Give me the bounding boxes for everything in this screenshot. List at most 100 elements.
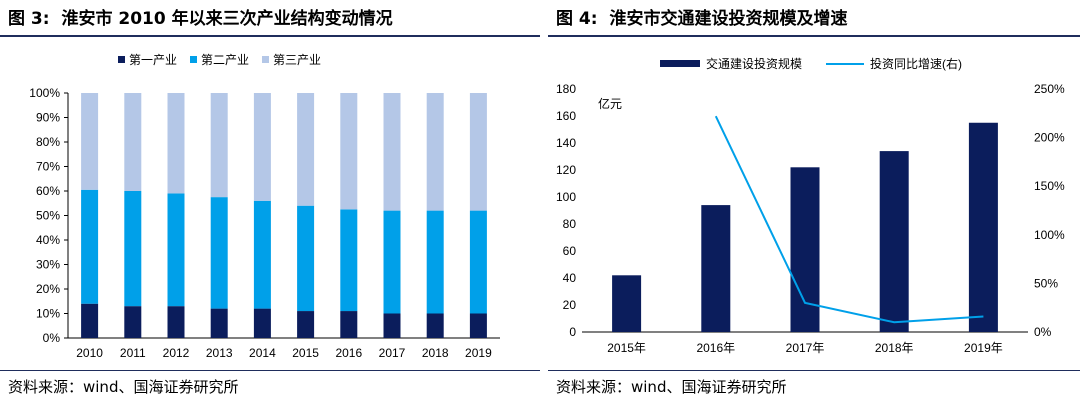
unit-label: 亿元 [598,96,622,111]
bar-segment-3-2012 [167,93,185,194]
industry-structure-chart: 第一产业 第二产业 第三产业 0% 10% 20% 30% 40% 50% 60% 70% 80% 90… [29,53,500,360]
bar-segment-1-2016 [340,311,358,338]
legend-label-1: 第一产业 [129,53,177,67]
bar-segment-3-2011 [124,93,142,191]
y-tick-label: 10% [36,307,60,321]
x-tick-label: 2016 [335,346,362,360]
bar-segment-2-2017 [383,210,401,314]
right-top-rule [548,35,1080,37]
legend-swatch-bar [660,60,700,67]
x-tick-label: 2019 [465,346,492,360]
y2-tick-label: 50% [1034,276,1058,290]
transport-investment-chart: 交通建设投资规模 投资同比增速(右) 亿元 0 20 40 60 80 100 120 140 160… [556,56,1065,355]
x-tick-label: 2019年 [964,341,1003,355]
right-source-note: 资料来源：wind、国海证券研究所 [556,378,787,396]
bar-segment-1-2019 [469,313,487,338]
y-tick-label: 160 [556,109,576,123]
y-tick-label: 100 [556,190,576,204]
bar-segment-3-2010 [81,93,99,190]
y2-tick-label: 0% [1034,325,1052,339]
x-tick-label: 2012 [163,346,190,360]
left-figure-title: 图 3: 淮安市 2010 年以来三次产业结构变动情况 [8,6,393,32]
bar-segment-3-2015 [297,93,315,206]
bar-segment-3-2014 [253,93,271,201]
y-tick-label: 80 [563,217,577,231]
bar-segment-1-2012 [167,306,185,338]
y2-tick-label: 200% [1034,131,1065,145]
bar-segment-2-2012 [167,193,185,307]
x-tick-label: 2017年 [786,341,825,355]
bar-segment-1-2018 [426,313,444,338]
x-tick-label: 2014 [249,346,276,360]
y-tick-label: 80% [36,135,60,149]
right-bottom-rule [548,370,1080,371]
bar-segment-3-2016 [340,93,358,210]
bar-segment-1-2011 [124,306,142,338]
x-tick-label: 2017 [379,346,406,360]
legend-label-line: 投资同比增速(右) [870,56,962,71]
right-figure-panel: 图 4: 淮安市交通建设投资规模及增速 交通建设投资规模 投资同比增速(右) 亿元 0… [548,0,1080,405]
x-tick-label: 2016年 [696,341,735,355]
left-figure-label: 图 3: [8,9,50,29]
bar-segment-2-2018 [426,210,444,314]
bar-segment-1-2010 [81,303,99,338]
legend-swatch-3 [262,56,269,63]
right-figure-title-text: 淮安市交通建设投资规模及增速 [609,9,848,29]
bar-2018年 [879,151,909,332]
legend-label-2: 第二产业 [201,53,249,67]
y-tick-label: 60 [563,244,577,258]
y2-tick-label: 250% [1034,82,1065,96]
bar-segment-2-2019 [469,210,487,314]
bar-segment-2-2014 [253,200,271,309]
bar-segment-2-2013 [210,197,228,309]
bar-segment-2-2015 [297,205,315,312]
y-tick-label: 180 [556,82,576,96]
y-tick-label: 60% [36,184,60,198]
bar-segment-2-2010 [81,189,99,304]
x-tick-label: 2013 [206,346,233,360]
left-figure-panel: 图 3: 淮安市 2010 年以来三次产业结构变动情况 第一产业 第二产业 第三产业… [0,6,540,396]
growth-line [714,115,984,324]
y-tick-label: 120 [556,163,576,177]
y-tick-label: 70% [36,160,60,174]
x-tick-label: 2015 [292,346,319,360]
bar-segment-1-2014 [253,308,271,338]
bar-segment-3-2013 [210,93,228,198]
y-tick-label: 100% [29,86,60,100]
bar-2017年 [790,167,820,332]
bar-segment-3-2018 [426,93,444,211]
x-tick-label: 2018 [422,346,449,360]
left-figure-title-text: 淮安市 2010 年以来三次产业结构变动情况 [61,9,393,29]
right-figure-title: 图 4: 淮安市交通建设投资规模及增速 [556,6,847,32]
y2-tick-label: 100% [1034,228,1065,242]
bar-2016年 [701,205,731,332]
bar-2015年 [612,275,642,332]
x-tick-label: 2010 [76,346,103,360]
y-tick-label: 0% [43,331,61,345]
y-tick-label: 20 [563,298,577,312]
y-tick-label: 140 [556,136,576,150]
legend-label-bar: 交通建设投资规模 [706,56,802,71]
bar-segment-2-2011 [124,191,142,307]
x-tick-label: 2018年 [875,341,914,355]
bar-segment-3-2019 [469,93,487,211]
y-tick-label: 30% [36,258,60,272]
bar-segment-1-2013 [210,308,228,338]
y-tick-label: 90% [36,111,60,125]
left-top-rule [0,35,540,37]
left-source-note: 资料来源：wind、国海证券研究所 [8,378,239,396]
legend-swatch-1 [118,56,125,63]
y-tick-label: 40% [36,233,60,247]
y2-tick-label: 150% [1034,179,1065,193]
left-bottom-rule [0,370,540,371]
bar-segment-1-2017 [383,313,401,338]
x-tick-label: 2011 [120,346,146,360]
bar-segment-3-2017 [383,93,401,211]
y-tick-label: 50% [36,209,60,223]
bar-segment-2-2016 [340,209,358,312]
right-figure-label: 图 4: [556,9,598,29]
x-tick-label: 2015年 [607,341,646,355]
bar-segment-1-2015 [297,311,315,338]
legend-swatch-2 [190,56,197,63]
y-tick-label: 40 [563,271,577,285]
